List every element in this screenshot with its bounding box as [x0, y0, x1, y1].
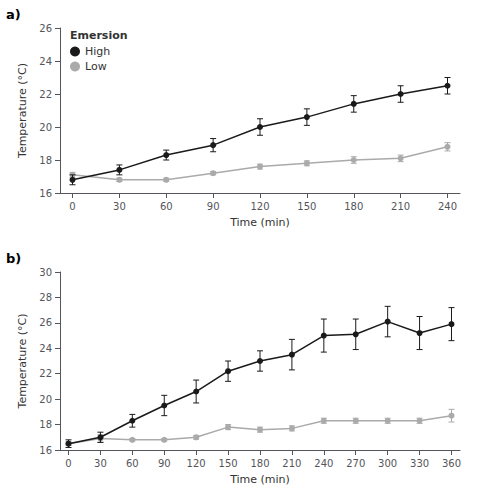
svg-text:360: 360: [442, 458, 461, 469]
svg-text:120: 120: [187, 458, 206, 469]
svg-text:330: 330: [410, 458, 429, 469]
svg-text:300: 300: [378, 458, 397, 469]
svg-text:20: 20: [39, 394, 52, 405]
svg-text:24: 24: [39, 343, 52, 354]
svg-text:18: 18: [39, 419, 52, 430]
svg-text:Time (min): Time (min): [229, 473, 290, 486]
svg-text:180: 180: [344, 201, 363, 212]
svg-text:Low: Low: [85, 60, 107, 73]
svg-text:90: 90: [207, 201, 220, 212]
svg-text:16: 16: [39, 445, 52, 456]
svg-text:0: 0: [69, 201, 75, 212]
svg-text:30: 30: [113, 201, 126, 212]
svg-text:0: 0: [65, 458, 71, 469]
svg-text:a): a): [6, 7, 21, 22]
svg-text:60: 60: [160, 201, 173, 212]
svg-text:270: 270: [346, 458, 365, 469]
svg-text:28: 28: [39, 292, 52, 303]
svg-text:90: 90: [158, 458, 171, 469]
svg-text:150: 150: [219, 458, 238, 469]
svg-text:Temperature (°C): Temperature (°C): [16, 314, 29, 410]
svg-text:20: 20: [39, 122, 52, 133]
svg-text:60: 60: [126, 458, 139, 469]
svg-text:22: 22: [39, 89, 52, 100]
svg-text:16: 16: [39, 188, 52, 199]
svg-text:180: 180: [250, 458, 269, 469]
svg-text:120: 120: [250, 201, 269, 212]
svg-text:22: 22: [39, 368, 52, 379]
svg-text:240: 240: [314, 458, 333, 469]
svg-text:30: 30: [94, 458, 107, 469]
svg-text:30: 30: [39, 267, 52, 278]
svg-text:b): b): [6, 251, 21, 266]
svg-text:240: 240: [438, 201, 457, 212]
svg-text:18: 18: [39, 155, 52, 166]
svg-text:Time (min): Time (min): [229, 216, 290, 229]
svg-text:24: 24: [39, 56, 52, 67]
svg-text:Emersion: Emersion: [70, 29, 128, 42]
svg-text:26: 26: [39, 23, 52, 34]
svg-text:High: High: [85, 45, 110, 58]
svg-text:150: 150: [297, 201, 316, 212]
svg-text:210: 210: [282, 458, 301, 469]
svg-text:Temperature (°C): Temperature (°C): [16, 63, 29, 159]
svg-text:210: 210: [391, 201, 410, 212]
svg-text:26: 26: [39, 317, 52, 328]
